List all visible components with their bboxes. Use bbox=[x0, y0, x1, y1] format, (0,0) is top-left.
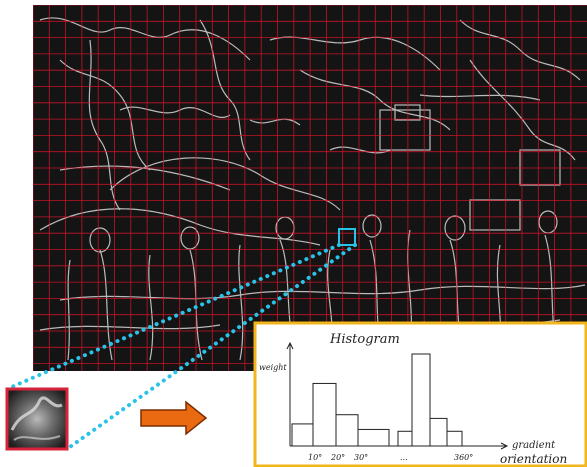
arrow-icon bbox=[140, 400, 208, 436]
histogram-bars bbox=[291, 353, 463, 447]
zoom-lines bbox=[5, 243, 357, 451]
histogram-bar bbox=[357, 428, 390, 447]
histogram-bar bbox=[411, 353, 431, 447]
tick-label-30: 30° bbox=[354, 453, 368, 462]
x-axis-label-line1: gradient bbox=[512, 440, 556, 451]
tick-label-20: 20° bbox=[330, 453, 345, 462]
tick-label-10: 10° bbox=[308, 453, 322, 462]
x-axis-label-line2: orientation bbox=[500, 452, 567, 466]
patch-zoom bbox=[5, 387, 69, 451]
histogram-bar bbox=[446, 430, 463, 447]
histogram-title: Histogram bbox=[329, 332, 400, 347]
edge-image bbox=[33, 5, 587, 371]
edge-strokes bbox=[39, 17, 586, 361]
y-axis-label: weight bbox=[259, 363, 287, 372]
histogram-panel: Histogram weight 10° 20° 30° ... 360° gr… bbox=[253, 321, 587, 467]
selected-cell bbox=[338, 228, 356, 246]
tick-label-ellipsis: ... bbox=[400, 453, 408, 462]
tick-label-360: 360° bbox=[454, 453, 473, 462]
